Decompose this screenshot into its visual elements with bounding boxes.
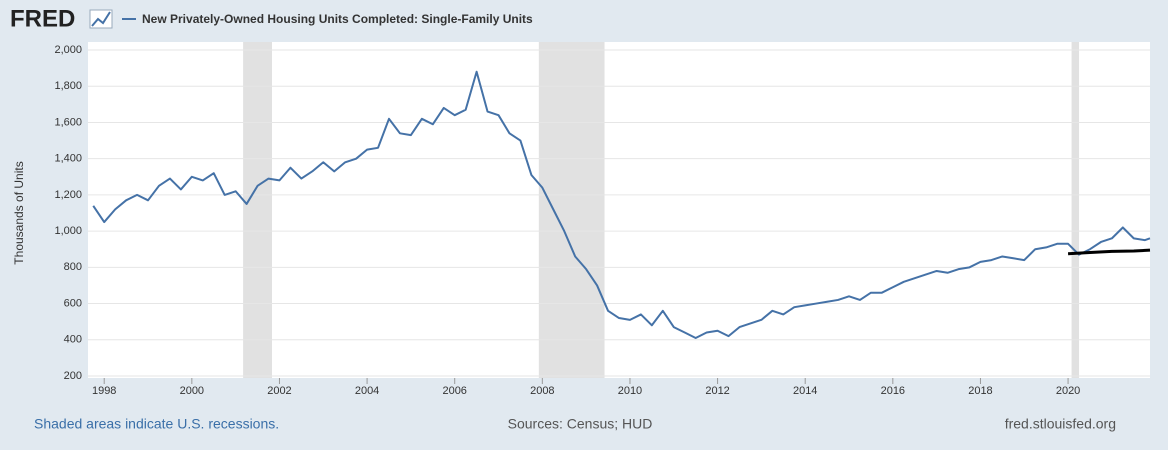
y-tick-label: 1,400	[54, 153, 82, 165]
recession-band	[243, 42, 273, 378]
x-tick-label: 2004	[355, 385, 379, 397]
x-tick-label: 2002	[267, 385, 291, 397]
logo-icon	[89, 9, 113, 29]
y-tick-label: 800	[64, 261, 82, 273]
y-tick-label: 2,000	[54, 44, 82, 56]
y-tick-label: 1,200	[54, 189, 82, 201]
reference-line	[1067, 248, 1151, 256]
recession-note[interactable]: Shaded areas indicate U.S. recessions.	[34, 416, 279, 432]
y-tick-label: 600	[64, 297, 82, 309]
x-tick-label: 2020	[1056, 385, 1080, 397]
series-line	[92, 70, 1151, 339]
y-axis-label: Thousands of Units	[12, 161, 26, 264]
x-tick-label: 2012	[705, 385, 729, 397]
y-tick-label: 400	[64, 334, 82, 346]
x-tick-label: 2006	[442, 385, 466, 397]
sources: Sources: Census; HUD	[508, 416, 653, 432]
y-tick-label: 1,800	[54, 80, 82, 92]
logo: FRED	[10, 5, 75, 32]
y-tick-label: 1,000	[54, 225, 82, 237]
x-tick-label: 1998	[92, 385, 116, 397]
legend-label: New Privately-Owned Housing Units Comple…	[142, 12, 533, 26]
x-tick-label: 2008	[530, 385, 554, 397]
y-tick-label: 1,600	[54, 116, 82, 128]
x-tick-label: 2018	[968, 385, 992, 397]
x-tick-label: 2010	[618, 385, 642, 397]
x-tick-label: 2014	[793, 385, 817, 397]
recession-band	[538, 42, 605, 378]
recession-band	[1071, 42, 1080, 378]
x-tick-label: 2000	[180, 385, 204, 397]
y-tick-label: 200	[64, 370, 82, 382]
site-link[interactable]: fred.stlouisfed.org	[1005, 416, 1116, 432]
x-tick-label: 2016	[881, 385, 905, 397]
